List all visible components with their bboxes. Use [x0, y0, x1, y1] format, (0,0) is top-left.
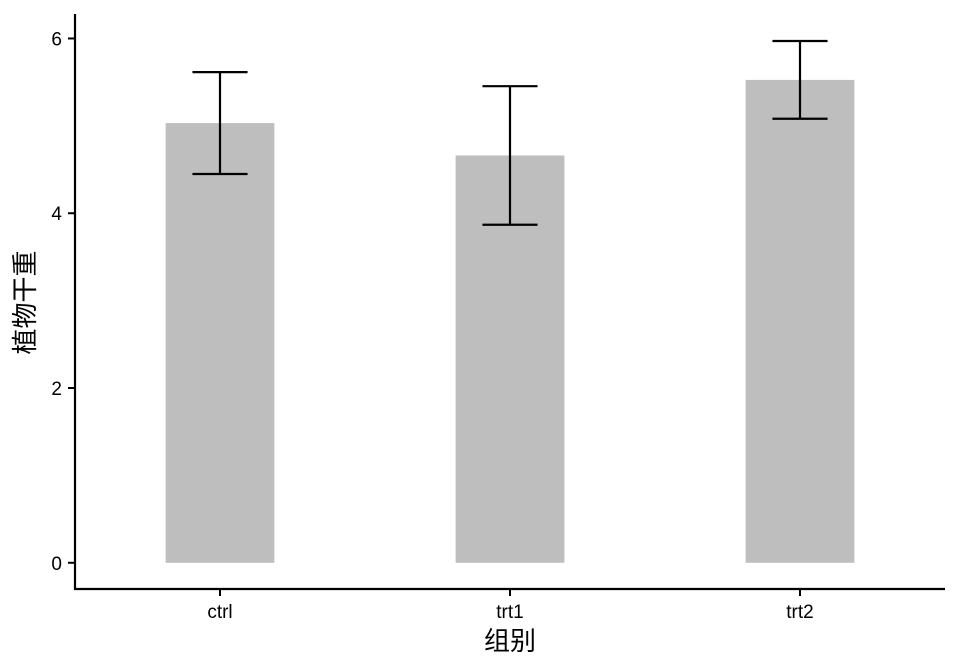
error-bars-layer [192, 39, 828, 226]
y-ticks-layer: 0 2 4 6 [51, 29, 75, 575]
error-bar-trt2 [772, 39, 828, 120]
bar-ctrl [165, 123, 275, 563]
y-axis-title: 植物干重 [11, 250, 41, 354]
error-bar-trt1 [482, 85, 538, 226]
axis-lines [73, 14, 945, 591]
y-tick-label-0: 0 [51, 554, 62, 575]
error-bar-ctrl [192, 71, 248, 176]
x-tick-label-trt1: trt1 [496, 602, 523, 623]
x-tick-label-ctrl: ctrl [207, 602, 232, 623]
bars-layer [165, 79, 855, 563]
x-axis-title: 组别 [484, 627, 536, 657]
y-tick-label-6: 6 [51, 29, 62, 50]
x-tick-label-trt2: trt2 [786, 602, 813, 623]
y-tick-label-4: 4 [51, 204, 62, 225]
axes-layer [73, 14, 945, 591]
x-ticks-layer: ctrl trt1 trt2 [207, 589, 814, 623]
bar-trt2 [745, 79, 855, 563]
y-tick-label-2: 2 [51, 379, 62, 400]
